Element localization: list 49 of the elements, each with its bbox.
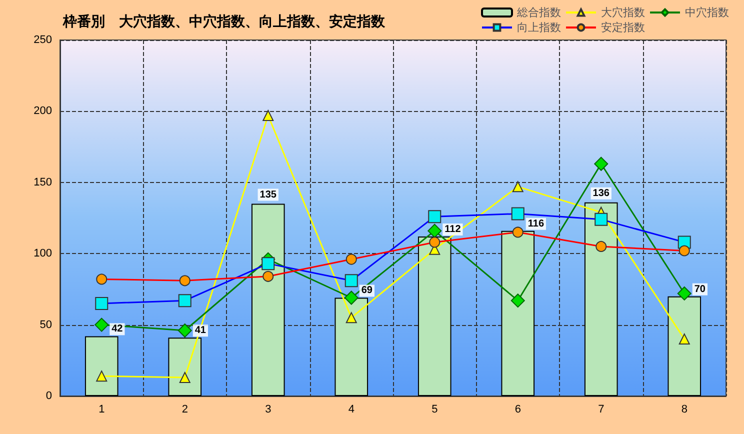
point [96, 370, 108, 382]
data-label: 42 [112, 324, 124, 335]
point [678, 334, 690, 345]
x-tick-label: 8 [681, 404, 688, 416]
chart-title: 枠番別 大穴指数、中穴指数、向上指数、安定指数 [62, 13, 386, 30]
point [428, 224, 442, 238]
x-tick-label: 1 [98, 404, 105, 416]
y-tick-label: 250 [34, 34, 52, 46]
point [178, 323, 192, 338]
legend-label: 安定指数 [601, 21, 645, 34]
legend-label: 総合指数 [516, 6, 561, 19]
y-tick-label: 50 [40, 318, 52, 331]
x-tick-label: 4 [348, 404, 354, 416]
bar [501, 230, 535, 396]
data-label: 136 [592, 188, 610, 199]
data-label: 116 [528, 218, 544, 230]
bar [584, 202, 618, 396]
point [512, 181, 524, 192]
bar [251, 204, 285, 396]
x-tick-label: 5 [432, 404, 438, 416]
legend-label: 大穴指数 [601, 6, 645, 19]
y-tick-label: 0 [46, 390, 52, 402]
x-tick-label: 3 [265, 404, 272, 416]
point [510, 294, 525, 308]
bar [418, 236, 452, 396]
point [594, 156, 608, 171]
y-tick-label: 150 [34, 176, 52, 188]
y-tick-label: 100 [34, 248, 52, 260]
data-label: 112 [444, 224, 462, 236]
bar [334, 298, 368, 396]
data-label: 69 [361, 285, 373, 296]
point [179, 372, 190, 383]
data-label: 135 [260, 189, 277, 200]
point [677, 286, 692, 300]
bar [84, 336, 118, 396]
bar [168, 338, 202, 396]
data-label: 41 [194, 325, 206, 336]
bar [668, 296, 702, 396]
point [262, 110, 274, 121]
legend-label: 中穴指数 [685, 6, 729, 19]
point [344, 290, 358, 305]
x-tick-label: 7 [598, 404, 604, 416]
data-label: 70 [694, 284, 706, 295]
legend-label: 向上指数 [517, 21, 561, 34]
point [346, 312, 357, 324]
y-tick-label: 200 [34, 105, 52, 118]
point [94, 318, 109, 332]
x-tick-label: 2 [182, 404, 188, 416]
x-tick-label: 6 [514, 404, 521, 416]
